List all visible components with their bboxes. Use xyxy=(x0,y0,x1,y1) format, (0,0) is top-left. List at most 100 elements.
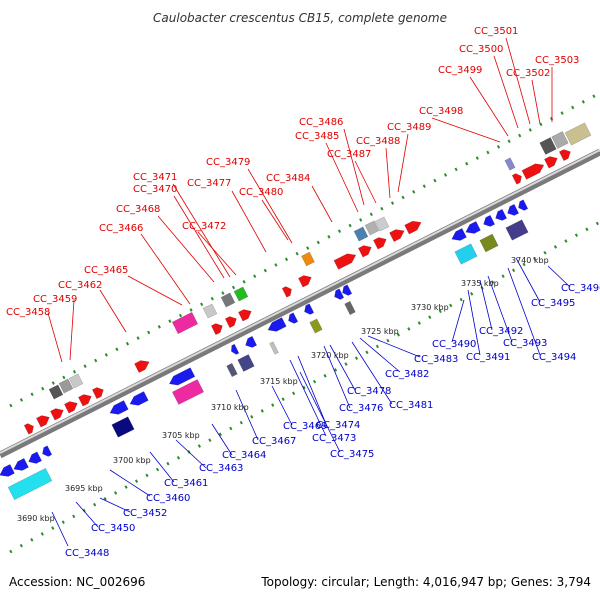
gene-label[interactable]: CC_3465 xyxy=(84,265,128,276)
gene-label[interactable]: CC_3489 xyxy=(387,122,431,133)
gene-label[interactable]: CC_3491 xyxy=(466,352,510,363)
gene-label[interactable]: CC_3461 xyxy=(164,478,208,489)
forward-gene[interactable] xyxy=(50,406,65,421)
gene-label[interactable]: CC_3469 xyxy=(283,421,327,432)
gene-label[interactable]: CC_3482 xyxy=(385,369,429,380)
forward-gene-box[interactable] xyxy=(539,137,557,155)
gene-label[interactable]: CC_3503 xyxy=(535,55,579,66)
gene-label[interactable]: CC_3466 xyxy=(99,223,143,234)
reverse-gene[interactable] xyxy=(11,458,29,473)
forward-gene-box[interactable] xyxy=(233,286,249,302)
gene-label[interactable]: CC_3476 xyxy=(339,403,383,414)
forward-gene[interactable] xyxy=(210,321,224,336)
forward-gene[interactable] xyxy=(544,154,559,169)
gene-label[interactable]: CC_3492 xyxy=(479,326,523,337)
gene-label[interactable]: CC_3485 xyxy=(295,131,339,142)
reverse-gene-box[interactable] xyxy=(344,300,356,316)
forward-gene-box[interactable] xyxy=(504,157,516,171)
gene-label[interactable]: CC_3502 xyxy=(506,68,550,79)
gene-label[interactable]: CC_3468 xyxy=(116,204,160,215)
forward-gene[interactable] xyxy=(281,285,294,298)
reverse-gene-box[interactable] xyxy=(237,354,255,372)
forward-gene-box[interactable] xyxy=(364,220,380,236)
forward-gene[interactable] xyxy=(238,307,253,322)
gene-label[interactable]: CC_3448 xyxy=(65,548,109,559)
gene-label[interactable]: CC_3486 xyxy=(299,117,343,128)
reverse-gene[interactable] xyxy=(108,400,129,417)
gene-label[interactable]: CC_3483 xyxy=(414,354,458,365)
gene-label[interactable]: CC_3470 xyxy=(133,184,177,195)
reverse-gene[interactable] xyxy=(332,288,345,302)
forward-gene-box[interactable] xyxy=(48,384,64,400)
reverse-gene[interactable] xyxy=(340,284,353,298)
reverse-gene[interactable] xyxy=(493,208,508,222)
reverse-gene[interactable] xyxy=(40,445,53,459)
reverse-gene-box[interactable] xyxy=(269,341,279,355)
forward-gene[interactable] xyxy=(333,251,358,270)
gene-label[interactable]: CC_3477 xyxy=(187,178,231,189)
gene-label[interactable]: CC_3458 xyxy=(6,307,50,318)
forward-gene[interactable] xyxy=(224,314,238,329)
gene-label[interactable]: CC_3471 xyxy=(133,172,177,183)
reverse-gene[interactable] xyxy=(229,343,240,356)
gene-label[interactable]: CC_3472 xyxy=(182,221,226,232)
reverse-gene[interactable] xyxy=(128,391,149,408)
gene-label[interactable]: CC_3488 xyxy=(356,136,400,147)
forward-gene[interactable] xyxy=(134,357,151,373)
forward-gene-box[interactable] xyxy=(202,303,218,319)
gene-label[interactable]: CC_3473 xyxy=(312,433,356,444)
gene-label[interactable]: CC_3474 xyxy=(316,420,360,431)
gene-label[interactable]: CC_3464 xyxy=(222,450,266,461)
gene-label[interactable]: CC_3494 xyxy=(532,352,576,363)
gene-label[interactable]: CC_3479 xyxy=(206,157,250,168)
forward-gene-box[interactable] xyxy=(171,311,199,335)
reverse-gene-box[interactable] xyxy=(111,416,135,438)
gene-label[interactable]: CC_3481 xyxy=(389,400,433,411)
gene-label[interactable]: CC_3501 xyxy=(474,26,518,37)
forward-gene[interactable] xyxy=(358,243,373,258)
gene-label[interactable]: CC_3462 xyxy=(58,280,102,291)
reverse-gene[interactable] xyxy=(463,221,481,236)
forward-gene[interactable] xyxy=(389,226,406,242)
reverse-gene[interactable] xyxy=(243,335,258,349)
gene-label[interactable]: CC_3496 xyxy=(561,283,600,294)
reverse-gene[interactable] xyxy=(286,312,299,326)
forward-gene-box[interactable] xyxy=(353,226,369,242)
forward-gene[interactable] xyxy=(23,422,36,435)
forward-gene-box[interactable] xyxy=(564,122,592,146)
forward-gene-box[interactable] xyxy=(220,292,236,308)
gene-label[interactable]: CC_3490 xyxy=(432,339,476,350)
gene-label[interactable]: CC_3499 xyxy=(438,65,482,76)
gene-label[interactable]: CC_3452 xyxy=(123,508,167,519)
gene-label[interactable]: CC_3450 xyxy=(91,523,135,534)
forward-gene[interactable] xyxy=(64,399,79,414)
forward-gene[interactable] xyxy=(511,172,524,185)
gene-label[interactable]: CC_3460 xyxy=(146,493,190,504)
gene-label[interactable]: CC_3493 xyxy=(503,338,547,349)
forward-gene[interactable] xyxy=(373,235,388,250)
reverse-gene-box[interactable] xyxy=(309,318,323,334)
gene-label[interactable]: CC_3484 xyxy=(266,173,310,184)
forward-gene-box[interactable] xyxy=(301,251,315,267)
reverse-gene-box[interactable] xyxy=(479,233,499,253)
gene-label[interactable]: CC_3475 xyxy=(330,449,374,460)
gene-label[interactable]: CC_3498 xyxy=(419,106,463,117)
gene-label[interactable]: CC_3478 xyxy=(347,386,391,397)
reverse-gene[interactable] xyxy=(481,214,496,228)
forward-gene-box[interactable] xyxy=(551,131,569,149)
forward-gene[interactable] xyxy=(298,273,313,288)
reverse-gene[interactable] xyxy=(449,228,467,243)
reverse-gene[interactable] xyxy=(26,451,42,466)
gene-label[interactable]: CC_3487 xyxy=(327,149,371,160)
reverse-gene-box[interactable] xyxy=(505,219,529,241)
forward-gene[interactable] xyxy=(36,413,51,428)
forward-gene-box[interactable] xyxy=(374,216,390,232)
forward-gene[interactable] xyxy=(78,392,93,407)
reverse-gene[interactable] xyxy=(505,203,520,217)
forward-gene-box[interactable] xyxy=(68,373,84,389)
gene-label[interactable]: CC_3467 xyxy=(252,436,296,447)
reverse-gene[interactable] xyxy=(167,367,196,389)
reverse-gene[interactable] xyxy=(0,464,15,479)
reverse-gene-box[interactable] xyxy=(172,379,204,405)
reverse-gene[interactable] xyxy=(302,303,315,317)
